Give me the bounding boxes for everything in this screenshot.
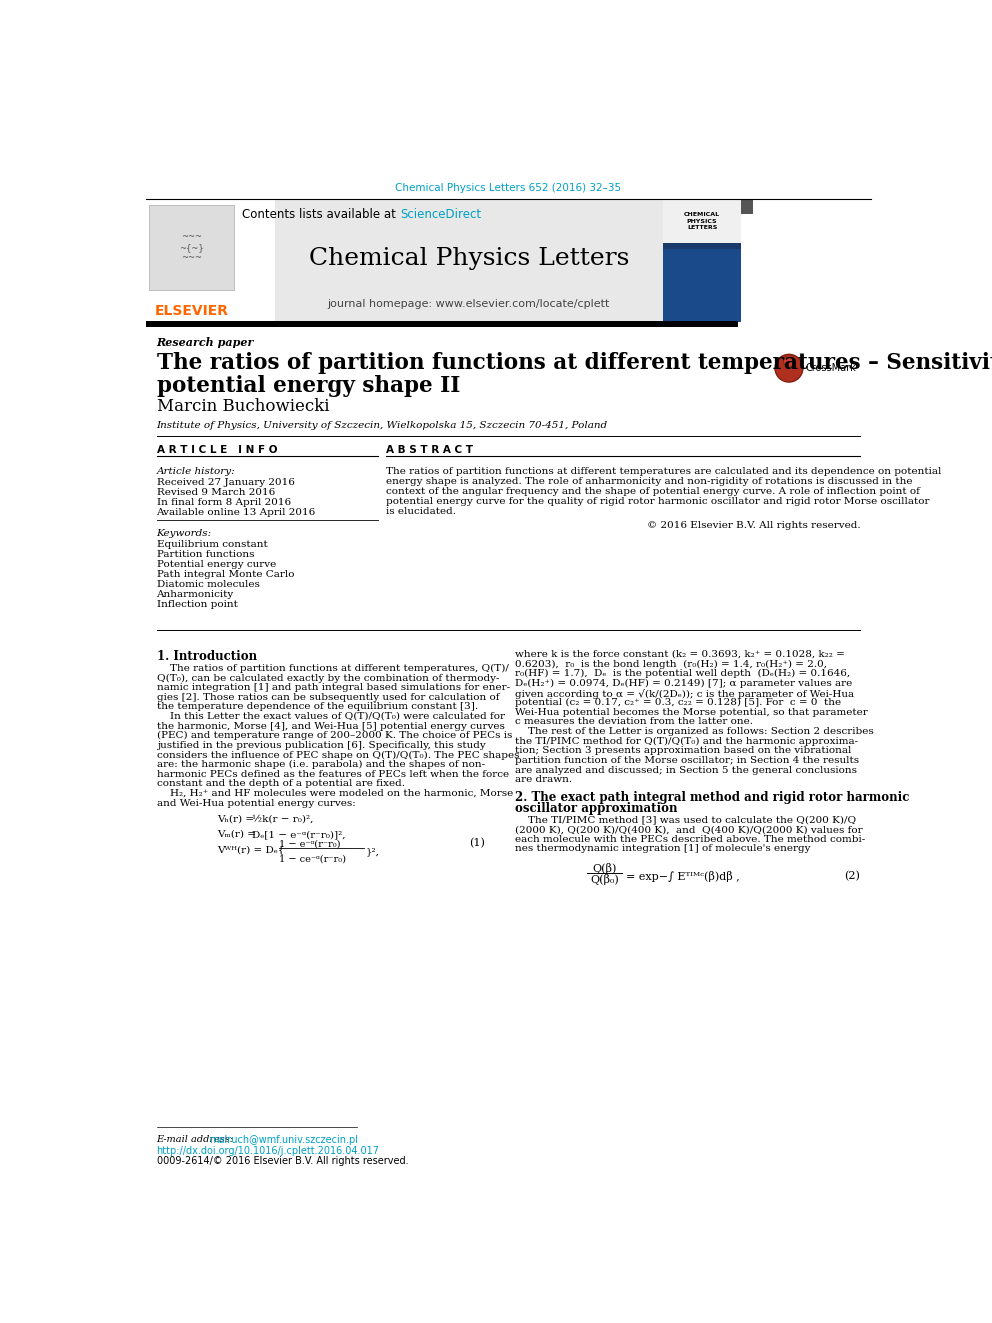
Text: Wei-Hua potential becomes the Morse potential, so that parameter: Wei-Hua potential becomes the Morse pote… (515, 708, 867, 717)
Text: The ratios of partition functions at different temperatures – Sensitivity to: The ratios of partition functions at dif… (157, 352, 992, 374)
Text: c measures the deviation from the latter one.: c measures the deviation from the latter… (515, 717, 753, 726)
Text: where k is the force constant (k₂ = 0.3693, k₂⁺ = 0.1028, k₂₂ =: where k is the force constant (k₂ = 0.36… (515, 650, 844, 659)
Bar (664, 200, 741, 242)
Text: H₂, H₂⁺ and HF molecules were modeled on the harmonic, Morse: H₂, H₂⁺ and HF molecules were modeled on… (157, 789, 513, 798)
Text: tion; Section 3 presents approximation based on the vibrational: tion; Section 3 presents approximation b… (515, 746, 851, 755)
Text: CHEMICAL
PHYSICS
LETTERS: CHEMICAL PHYSICS LETTERS (684, 212, 720, 230)
Text: each molecule with the PECs described above. The method combi-: each molecule with the PECs described ab… (515, 835, 865, 844)
Bar (146, 200, 275, 321)
Text: (2): (2) (844, 871, 860, 881)
Text: Vₘ(r) =: Vₘ(r) = (217, 830, 256, 839)
Text: the TI/PIMC method for Q(T)/Q(T₀) and the harmonic approxima-: the TI/PIMC method for Q(T)/Q(T₀) and th… (515, 737, 858, 746)
Text: Dₑ(H₂⁺) = 0.0974, Dₑ(HF) = 0.2149) [7]; α parameter values are: Dₑ(H₂⁺) = 0.0974, Dₑ(HF) = 0.2149) [7]; … (515, 679, 852, 688)
Text: (1): (1) (469, 837, 485, 848)
Text: E-mail address:: E-mail address: (157, 1135, 233, 1144)
Text: (2000 K), Q(200 K)/Q(400 K),  and  Q(400 K)/Q(2000 K) values for: (2000 K), Q(200 K)/Q(400 K), and Q(400 K… (515, 826, 862, 835)
Text: Equilibrium constant: Equilibrium constant (157, 540, 267, 549)
Text: the harmonic, Morse [4], and Wei-Hua [5] potential energy curves: the harmonic, Morse [4], and Wei-Hua [5]… (157, 721, 504, 730)
Text: are analyzed and discussed; in Section 5 the general conclusions: are analyzed and discussed; in Section 5… (515, 766, 857, 774)
Text: energy shape is analyzed. The role of anharmonicity and non-rigidity of rotation: energy shape is analyzed. The role of an… (386, 476, 913, 486)
Text: are drawn.: are drawn. (515, 775, 571, 785)
Text: are: the harmonic shape (i.e. parabola) and the shapes of non-: are: the harmonic shape (i.e. parabola) … (157, 761, 485, 769)
Text: partition function of the Morse oscillator; in Section 4 the results: partition function of the Morse oscillat… (515, 755, 859, 765)
Text: and Wei-Hua potential energy curves:: and Wei-Hua potential energy curves: (157, 799, 355, 807)
Text: Vₕ(r) =: Vₕ(r) = (217, 815, 254, 823)
Text: Diatomic molecules: Diatomic molecules (157, 579, 260, 589)
Bar (146, 321, 738, 327)
Text: the temperature dependence of the equilibrium constant [3].: the temperature dependence of the equili… (157, 703, 478, 712)
Text: journal homepage: www.elsevier.com/locate/cplett: journal homepage: www.elsevier.com/locat… (327, 299, 610, 308)
Text: gies [2]. Those ratios can be subsequently used for calculation of: gies [2]. Those ratios can be subsequent… (157, 693, 499, 701)
Text: Q(β): Q(β) (592, 864, 617, 875)
Text: potential energy shape II: potential energy shape II (157, 374, 460, 397)
Text: Potential energy curve: Potential energy curve (157, 560, 276, 569)
Text: 1. Introduction: 1. Introduction (157, 650, 257, 663)
Text: CrossMark: CrossMark (806, 364, 857, 373)
Text: Keywords:: Keywords: (157, 529, 211, 538)
Text: (PEC) and temperature range of 200–2000 K. The choice of PECs is: (PEC) and temperature range of 200–2000 … (157, 732, 512, 741)
Text: http://dx.doi.org/10.1016/j.cplett.2016.04.017: http://dx.doi.org/10.1016/j.cplett.2016.… (157, 1146, 380, 1156)
Text: The rest of the Letter is organized as follows: Section 2 describes: The rest of the Letter is organized as f… (515, 728, 873, 736)
Text: context of the angular frequency and the shape of potential energy curve. A role: context of the angular frequency and the… (386, 487, 920, 496)
Text: is elucidated.: is elucidated. (386, 507, 456, 516)
Text: justified in the previous publication [6]. Specifically, this study: justified in the previous publication [6… (157, 741, 485, 750)
Text: Article history:: Article history: (157, 467, 235, 476)
Text: Partition functions: Partition functions (157, 550, 254, 558)
Text: Vᵂᴴ(r) = Dₑ{: Vᵂᴴ(r) = Dₑ{ (217, 845, 285, 855)
Text: 0009-2614/© 2016 Elsevier B.V. All rights reserved.: 0009-2614/© 2016 Elsevier B.V. All right… (157, 1156, 408, 1166)
Text: potential (c₂ = 0.17, c₂⁺ = 0.3, c₂₂ = 0.128) [5]. For  c = 0  the: potential (c₂ = 0.17, c₂⁺ = 0.3, c₂₂ = 0… (515, 699, 841, 708)
Text: given according to α = √(k/(2Dₑ)); c is the parameter of Wei-Hua: given according to α = √(k/(2Dₑ)); c is … (515, 688, 854, 699)
Text: ½k(r − r₀)²,: ½k(r − r₀)², (252, 815, 313, 823)
Text: The ratios of partition functions at different temperatures, Q(T)/: The ratios of partition functions at dif… (157, 664, 509, 673)
Text: nes thermodynamic integration [1] of molecule's energy: nes thermodynamic integration [1] of mol… (515, 844, 810, 853)
Text: 1 − ce⁻ᵅ(r⁻r₀): 1 − ce⁻ᵅ(r⁻r₀) (279, 855, 346, 864)
Text: A B S T R A C T: A B S T R A C T (386, 445, 473, 455)
Text: Q(T₀), can be calculated exactly by the combination of thermody-: Q(T₀), can be calculated exactly by the … (157, 673, 499, 683)
Text: Marcin Buchowiecki: Marcin Buchowiecki (157, 398, 329, 415)
Text: Path integral Monte Carlo: Path integral Monte Carlo (157, 570, 294, 579)
Text: The ratios of partition functions at different temperatures are calculated and i: The ratios of partition functions at dif… (386, 467, 941, 476)
Text: Revised 9 March 2016: Revised 9 March 2016 (157, 488, 275, 496)
Text: The TI/PIMC method [3] was used to calculate the Q(200 K)/Q: The TI/PIMC method [3] was used to calcu… (515, 815, 856, 824)
Bar (275, 200, 663, 321)
Text: oscillator approximation: oscillator approximation (515, 802, 678, 815)
Text: namic integration [1] and path integral based simulations for ener-: namic integration [1] and path integral … (157, 683, 510, 692)
Text: constant and the depth of a potential are fixed.: constant and the depth of a potential ar… (157, 779, 405, 789)
Text: Q(β₀): Q(β₀) (590, 875, 619, 885)
Text: 0.6203),  r₀  is the bond length  (r₀(H₂) = 1.4, r₀(H₂⁺) = 2.0,: 0.6203), r₀ is the bond length (r₀(H₂) =… (515, 660, 826, 668)
Text: In final form 8 April 2016: In final form 8 April 2016 (157, 497, 291, 507)
Text: Dₑ[1 − e⁻ᵅ(r⁻r₀)]²,: Dₑ[1 − e⁻ᵅ(r⁻r₀)]², (252, 830, 345, 839)
Text: malruch@wmf.univ.szczecin.pl: malruch@wmf.univ.szczecin.pl (209, 1135, 358, 1146)
Text: 2. The exact path integral method and rigid rotor harmonic: 2. The exact path integral method and ri… (515, 791, 909, 804)
Text: © 2016 Elsevier B.V. All rights reserved.: © 2016 Elsevier B.V. All rights reserved… (647, 521, 860, 531)
Text: ELSEVIER: ELSEVIER (155, 304, 229, 319)
Text: Inflection point: Inflection point (157, 599, 237, 609)
Text: harmonic PECs defined as the features of PECs left when the force: harmonic PECs defined as the features of… (157, 770, 509, 779)
Text: Available online 13 April 2016: Available online 13 April 2016 (157, 508, 315, 516)
Text: potential energy curve for the quality of rigid rotor harmonic oscillator and ri: potential energy curve for the quality o… (386, 497, 930, 505)
Text: Received 27 January 2016: Received 27 January 2016 (157, 478, 295, 487)
Text: Institute of Physics, University of Szczecin, Wielkopolska 15, Szczecin 70-451, : Institute of Physics, University of Szcz… (157, 421, 608, 430)
Text: ~~~
~{~}
~~~: ~~~ ~{~} ~~~ (179, 233, 203, 262)
Bar (664, 249, 741, 321)
Text: }²,: }², (366, 848, 380, 856)
Text: A R T I C L E   I N F O: A R T I C L E I N F O (157, 445, 277, 455)
Text: considers the influence of PEC shape on Q(T)/Q(T₀). The PEC shapes: considers the influence of PEC shape on … (157, 750, 519, 759)
Bar (741, 200, 753, 214)
Text: Chemical Physics Letters: Chemical Physics Letters (309, 247, 629, 270)
Circle shape (775, 355, 803, 382)
Text: Contents lists available at: Contents lists available at (241, 208, 399, 221)
Circle shape (784, 356, 795, 366)
Bar (664, 200, 741, 321)
Text: Anharmonicity: Anharmonicity (157, 590, 234, 599)
Text: Research paper: Research paper (157, 336, 254, 348)
Bar (149, 205, 234, 290)
Text: 1 − e⁻ᵅ(r⁻r₀): 1 − e⁻ᵅ(r⁻r₀) (279, 840, 340, 849)
Text: r₀(HF) = 1.7),  Dₑ  is the potential well depth  (Dₑ(H₂) = 0.1646,: r₀(HF) = 1.7), Dₑ is the potential well … (515, 669, 850, 679)
Text: = exp−∫ Eᵀᴵᴹᶜ(β)dβ ,: = exp−∫ Eᵀᴵᴹᶜ(β)dβ , (626, 871, 740, 882)
Text: ScienceDirect: ScienceDirect (401, 208, 482, 221)
Text: In this Letter the exact values of Q(T)/Q(T₀) were calculated for: In this Letter the exact values of Q(T)/… (157, 712, 505, 721)
Text: Chemical Physics Letters 652 (2016) 32–35: Chemical Physics Letters 652 (2016) 32–3… (396, 183, 621, 193)
